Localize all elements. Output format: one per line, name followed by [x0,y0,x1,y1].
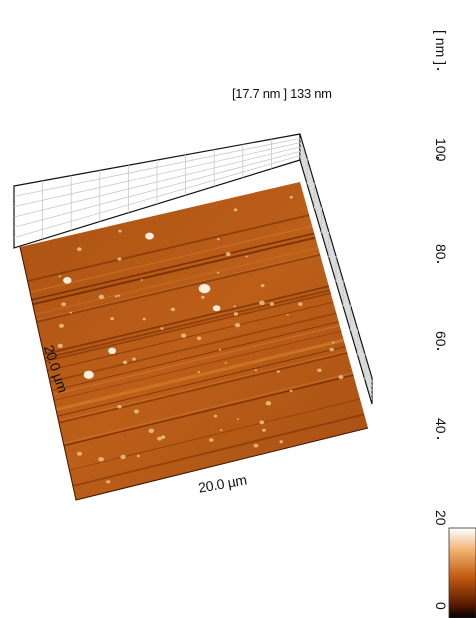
scale-tick-80: 80 [433,244,449,260]
scale-tick-mark [437,348,439,350]
scan-surface [19,182,369,501]
scale-tick-20: 20 [433,510,449,526]
scale-tick-mark [437,261,439,263]
scale-tick-60: 60 [433,331,449,347]
scale-tick-mark [437,68,439,70]
height-color-bar [448,527,476,618]
scale-tick-mark [437,157,439,159]
scale-tick-40: 40 [433,418,449,434]
z-scale-header: [17.7 nm ] 133 nm [232,86,332,101]
scale-tick-mark [437,437,439,439]
scale-tick-100: 100 [433,138,449,162]
back-wall-grid [13,133,373,405]
scale-tick-0: 0 [433,602,449,610]
scale-unit-label: [ nm ] [433,30,449,66]
